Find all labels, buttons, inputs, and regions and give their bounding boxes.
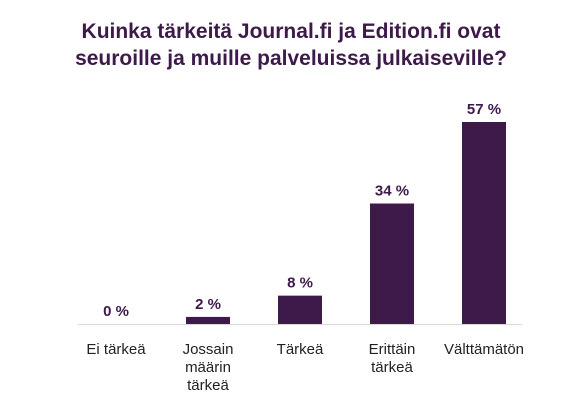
chart-title: Kuinka tärkeitä Journal.fi ja Edition.fi… <box>75 20 507 70</box>
bar-1 <box>186 316 230 324</box>
category-label-1: Jossain määrin tärkeä <box>183 341 234 394</box>
bar-2 <box>278 295 322 324</box>
category-label-2: Tärkeä <box>277 341 324 358</box>
category-label-line: tärkeä <box>187 377 229 394</box>
category-label-line: tärkeä <box>371 359 413 376</box>
bar-4 <box>462 122 506 324</box>
bar-value-label-0: 0 % <box>103 303 129 320</box>
category-label-line: Ei tärkeä <box>86 341 146 358</box>
category-label-line: Erittäin <box>369 341 416 358</box>
category-label-4: Välttämätön <box>444 341 524 358</box>
category-label-3: Erittäin tärkeä <box>369 341 416 376</box>
bar-value-label-4: 57 % <box>467 101 501 118</box>
bar-value-label-2: 8 % <box>287 275 313 292</box>
category-label-0: Ei tärkeä <box>86 341 146 358</box>
bar-value-label-3: 34 % <box>375 183 409 200</box>
category-label-line: määrin <box>185 359 231 376</box>
category-label-line: Tärkeä <box>277 341 324 358</box>
bar-3 <box>370 203 414 324</box>
bar-value-label-1: 2 % <box>195 296 221 313</box>
category-label-line: Jossain <box>183 341 234 358</box>
category-label-line: Välttämätön <box>444 341 524 358</box>
value-labels-group: 0 % 2 % 8 % 34 % 57 % <box>103 101 501 320</box>
bars-group <box>186 122 506 324</box>
